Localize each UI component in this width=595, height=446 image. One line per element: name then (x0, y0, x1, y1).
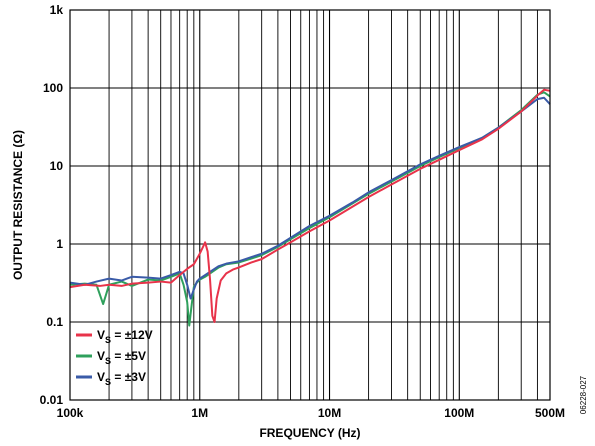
series-line-1 (69, 91, 551, 327)
x-tick-label: 100k (57, 406, 84, 420)
x-tick-label: 100M (444, 406, 474, 420)
x-tick-labels: 100k 1M 10M 100M 500M (57, 406, 565, 420)
legend-label: VS = ±5V (97, 349, 146, 366)
y-tick-label: 0.1 (46, 315, 63, 329)
y-tick-labels: 0.01 0.1 1 10 100 1k (40, 3, 64, 407)
figure-id: 06228-027 (579, 375, 588, 414)
y-tick-label: 100 (43, 81, 63, 95)
x-tick-label: 1M (191, 406, 208, 420)
series-line-2 (69, 96, 551, 300)
x-tick-label: 500M (535, 406, 565, 420)
legend: VS = ±12V VS = ±5V VS = ±3V (76, 328, 153, 387)
legend-label: VS = ±12V (97, 328, 153, 345)
grid-lines (70, 10, 550, 400)
legend-label: VS = ±3V (97, 370, 146, 387)
y-tick-label: 0.01 (40, 393, 64, 407)
plot-frame (69, 9, 551, 401)
y-tick-label: 10 (50, 159, 64, 173)
x-tick-label: 10M (318, 406, 341, 420)
x-axis-title: FREQUENCY (Hz) (259, 426, 360, 440)
y-tick-label: 1k (50, 3, 64, 17)
y-tick-label: 1 (56, 237, 63, 251)
series-line-0 (69, 88, 551, 323)
y-axis-title: OUTPUT RESISTANCE (Ω) (11, 130, 25, 280)
series-layer (69, 88, 551, 327)
